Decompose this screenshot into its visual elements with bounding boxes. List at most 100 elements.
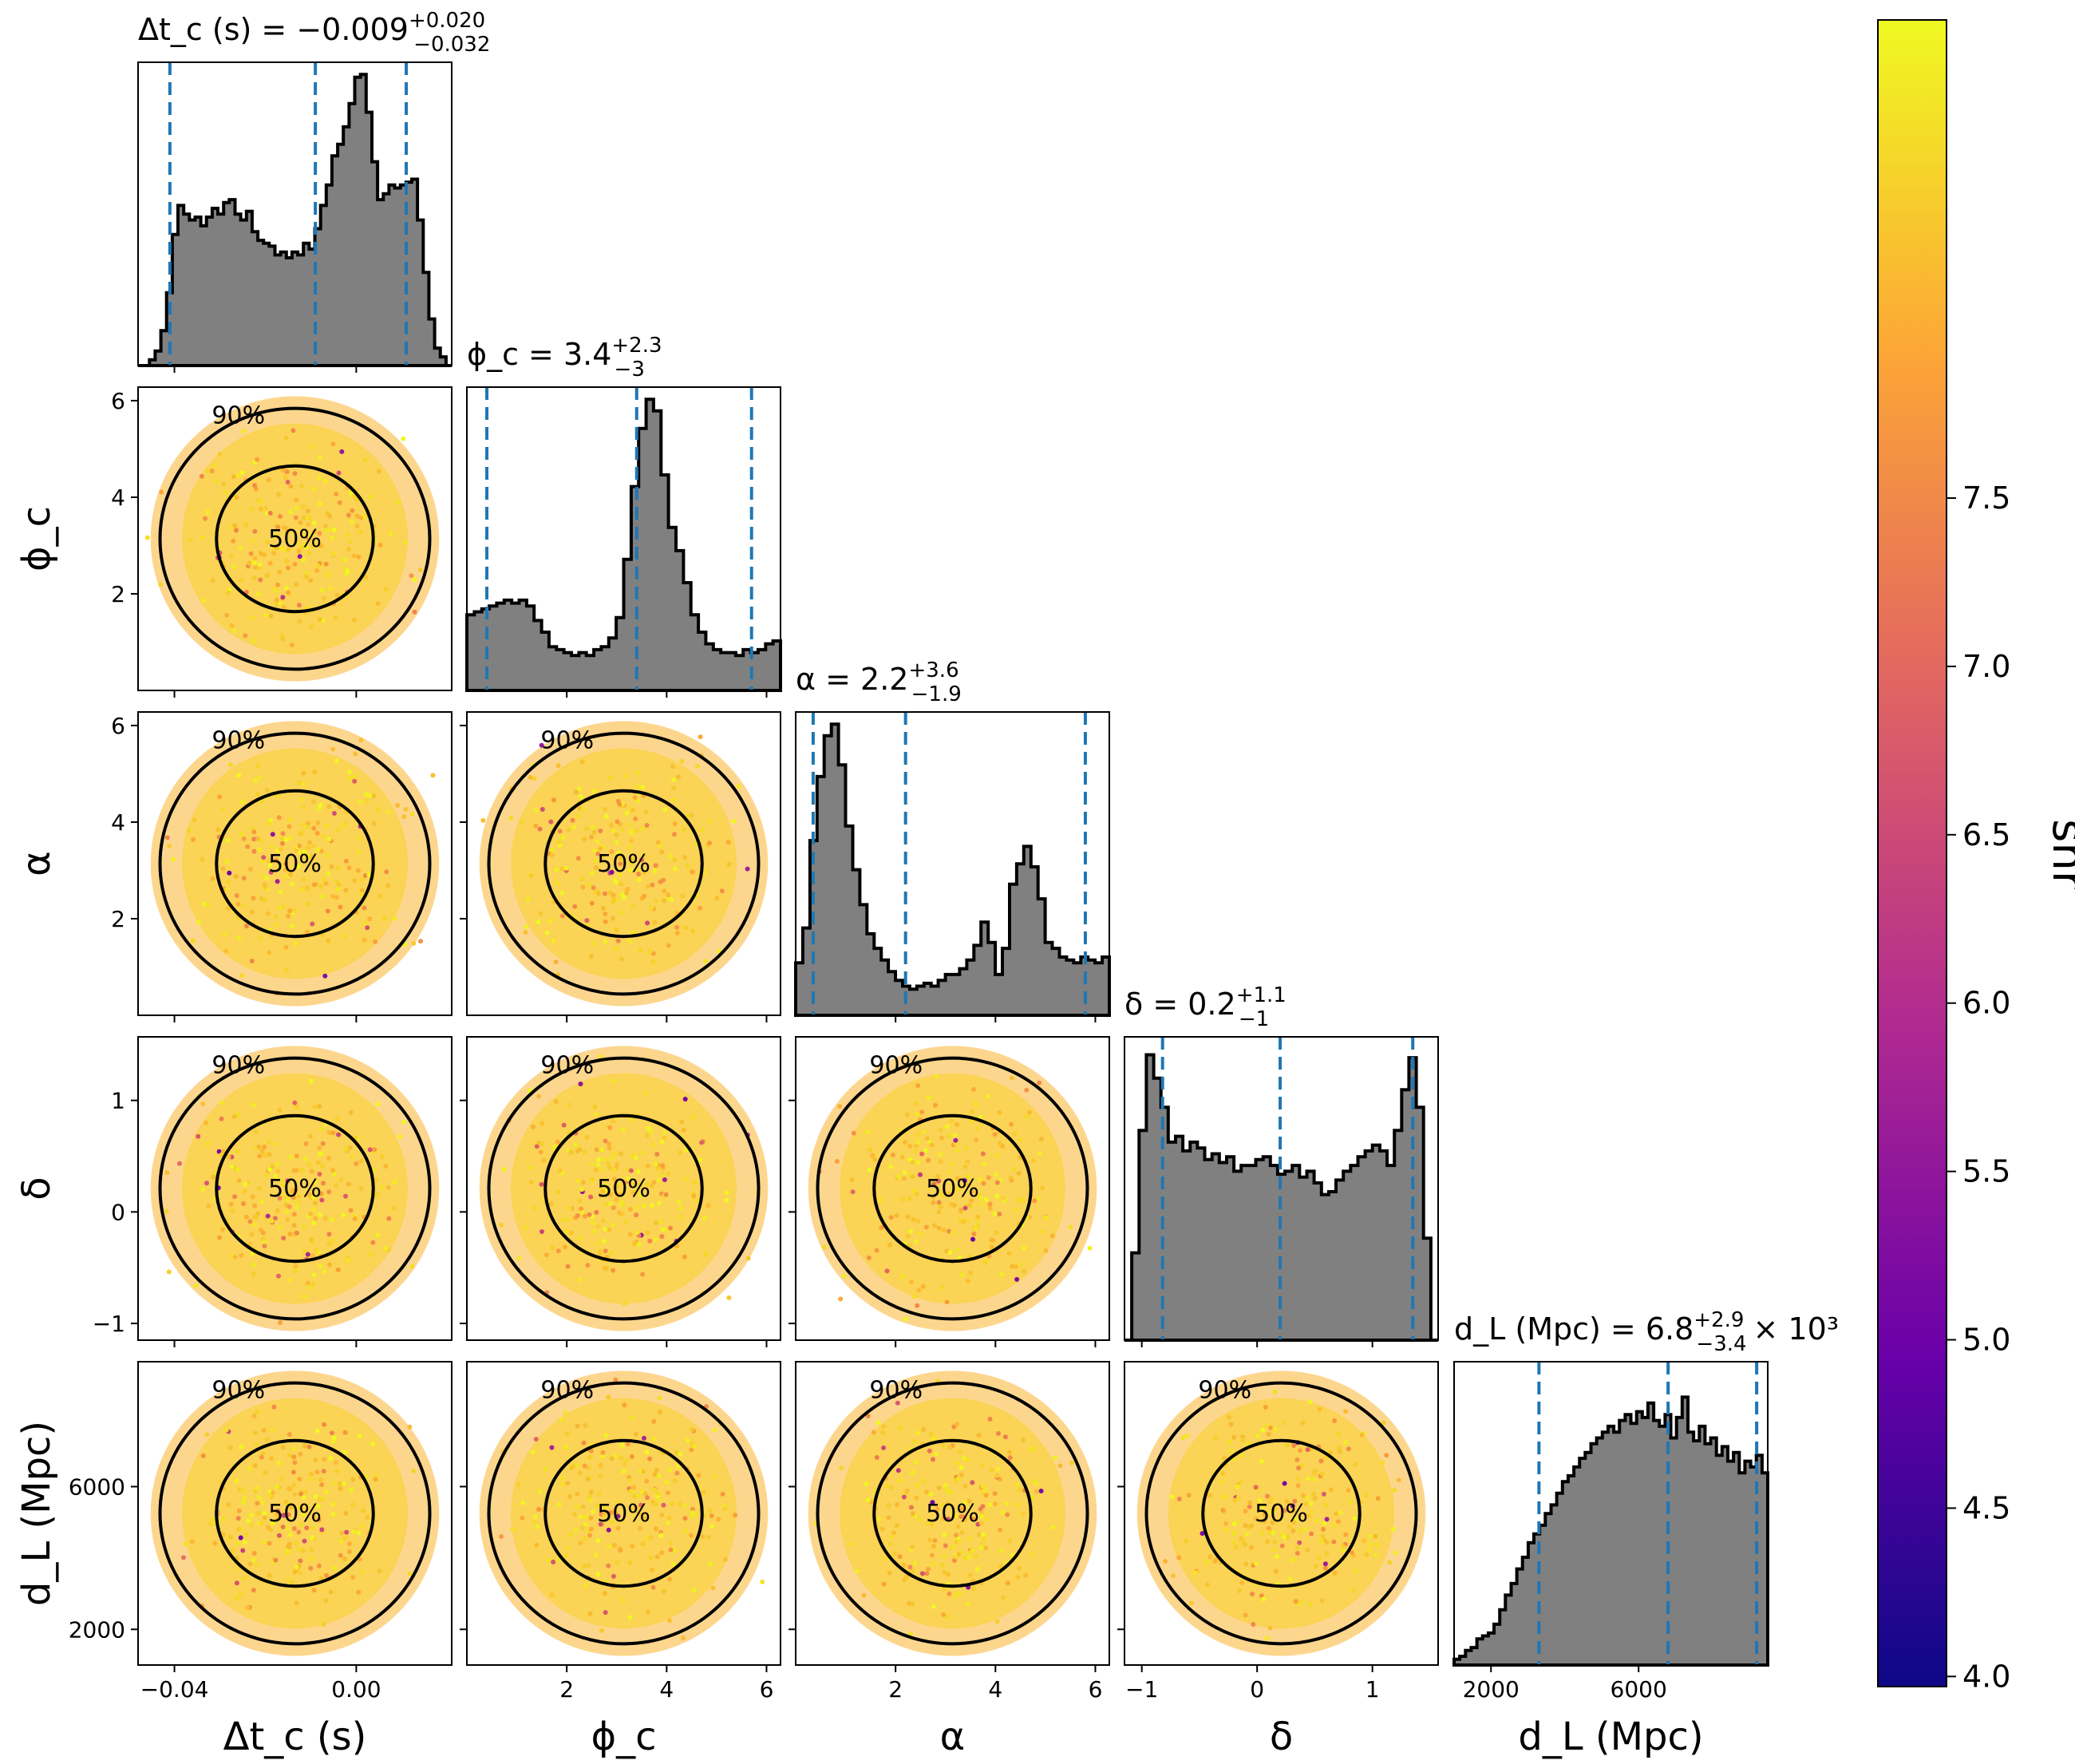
sample-point [356, 849, 362, 855]
sample-point [309, 1547, 314, 1552]
sample-point [957, 1255, 962, 1260]
sample-point [955, 1461, 960, 1466]
sample-point [694, 1197, 700, 1203]
sample-point [315, 820, 321, 825]
sample-point [997, 1212, 1002, 1216]
sample-point [970, 1236, 975, 1242]
sample-point [289, 881, 294, 887]
sample-point [357, 799, 362, 805]
sample-point [346, 1541, 352, 1547]
sample-point [931, 1561, 936, 1567]
sample-point [264, 510, 270, 516]
sample-point [273, 914, 279, 920]
sample-point [310, 544, 315, 549]
sample-point [575, 1149, 580, 1154]
sample-point [317, 1172, 322, 1177]
sample-point [284, 527, 290, 532]
sample-point [994, 1619, 1000, 1624]
sample-point [955, 1148, 960, 1153]
sample-point [263, 1470, 268, 1476]
sample-point [1281, 1534, 1286, 1540]
sample-point [296, 1194, 301, 1200]
sample-point [698, 734, 703, 740]
sample-point [655, 1166, 660, 1172]
sample-point [298, 1451, 303, 1457]
sample-point [837, 1104, 843, 1109]
sample-point [538, 1149, 543, 1155]
sample-point [1184, 1538, 1189, 1544]
sample-point [582, 1563, 587, 1568]
sample-point [578, 1514, 583, 1520]
sample-point [686, 813, 691, 818]
sample-point [560, 1216, 566, 1222]
sample-point [1367, 1533, 1373, 1539]
density-core [511, 748, 737, 979]
sample-point [355, 868, 361, 873]
sample-point [865, 1497, 871, 1503]
sample-point [638, 1502, 644, 1508]
sample-point [296, 548, 302, 554]
sample-point [609, 849, 615, 854]
sample-point [591, 941, 596, 946]
sample-point [942, 1586, 947, 1592]
sample-point [1271, 1530, 1276, 1536]
sample-point [392, 1179, 397, 1185]
sample-point [932, 1538, 938, 1544]
sample-point [683, 925, 689, 931]
sample-point [936, 1225, 942, 1231]
sample-point [897, 1554, 903, 1560]
sample-point [589, 1177, 595, 1182]
sample-point [334, 827, 340, 833]
sample-point [629, 838, 634, 844]
sample-point [951, 1544, 957, 1549]
sample-point [249, 1513, 255, 1518]
sample-point [1231, 1434, 1237, 1440]
sample-point [987, 1502, 993, 1508]
sample-point [275, 582, 280, 587]
sample-point [374, 1177, 379, 1182]
sample-point [1346, 1446, 1351, 1452]
sample-point [1007, 1450, 1012, 1455]
sample-point [1380, 1460, 1385, 1465]
sample-point [302, 1489, 308, 1495]
sample-point [600, 1189, 606, 1194]
sample-point [591, 829, 597, 835]
sample-point [284, 1208, 290, 1214]
sample-point [638, 1192, 644, 1197]
sample-point [958, 1472, 964, 1477]
sample-point [279, 1476, 284, 1481]
sample-point [967, 1536, 973, 1541]
sample-point [592, 889, 598, 895]
sample-point [1235, 1484, 1240, 1489]
sample-point [375, 601, 381, 607]
y-tick-label-phic: 6 [111, 388, 125, 414]
sample-point [595, 1538, 601, 1544]
sample-point [874, 1248, 879, 1253]
sample-point [914, 1192, 919, 1197]
sample-point [256, 1144, 262, 1149]
sample-point [895, 1502, 900, 1508]
sample-point [1290, 1557, 1295, 1563]
sample-point [374, 1473, 380, 1478]
sample-point [992, 1132, 998, 1137]
sample-point [666, 892, 671, 898]
sample-point [1328, 1487, 1334, 1493]
sample-point [411, 1468, 417, 1473]
sample-point [634, 1230, 639, 1236]
sample-point [617, 856, 622, 861]
sample-point [619, 1442, 625, 1448]
sample-point [285, 1217, 290, 1222]
sample-point [896, 1174, 901, 1179]
sample-point [549, 1445, 555, 1450]
sample-point [639, 1489, 645, 1494]
sample-point [1261, 1596, 1267, 1602]
sample-point [619, 1200, 624, 1205]
sample-point [612, 1543, 617, 1548]
sample-point [918, 1231, 923, 1236]
sample-point [412, 609, 417, 615]
sample-point [889, 1533, 895, 1539]
sample-point [650, 1142, 655, 1147]
sample-point [1270, 1496, 1275, 1501]
sample-point [855, 1568, 860, 1574]
sample-point [915, 1218, 921, 1224]
